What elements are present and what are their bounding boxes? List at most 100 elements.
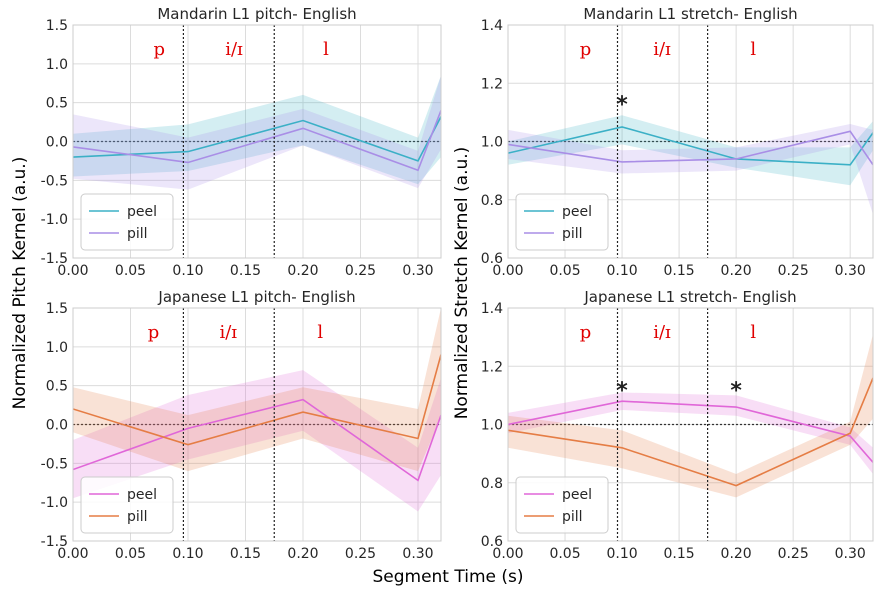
- x-axis-label: Segment Time (s): [372, 567, 523, 587]
- y-tick-label: 0.6: [481, 534, 503, 550]
- series-line-peel: [73, 116, 441, 162]
- panel-title: Japanese L1 pitch- English: [157, 288, 355, 306]
- x-tick-label: 0.15: [664, 263, 695, 279]
- x-tick-label: 0.20: [721, 263, 752, 279]
- right-y-axis-label: Normalized Stretch Kernel (a.u.): [452, 147, 472, 420]
- y-tick-label: 0.6: [481, 251, 503, 267]
- y-tick-label: -1.5: [41, 251, 68, 267]
- panel-1: p i/ɪ l 0.00 0.05 0.10 0.15 0.20 0.25 0.30 -1.5 -1.…: [41, 5, 442, 279]
- y-tick-label: -0.5: [41, 173, 68, 189]
- y-tick-label: 1.5: [46, 301, 68, 317]
- segment-label: l: [317, 322, 323, 343]
- y-tick-label: -0.5: [41, 456, 68, 472]
- x-tick-label: 0.30: [835, 263, 866, 279]
- series-line-pill: [73, 110, 441, 172]
- panel-title: Japanese L1 stretch- English: [583, 288, 796, 306]
- plot-frame: [507, 24, 874, 259]
- x-tick-label: 0.00: [492, 263, 523, 279]
- plot-frame: [72, 24, 442, 259]
- x-tick-label: 0.05: [115, 546, 146, 562]
- y-tick-label: 1.4: [481, 18, 503, 34]
- legend-box: [80, 193, 174, 251]
- segment-label: l: [750, 322, 756, 343]
- x-tick-label: 0.25: [345, 546, 376, 562]
- x-tick-label: 0.05: [549, 546, 580, 562]
- series-line-pill: [508, 130, 873, 166]
- confidence-band-peel: [73, 75, 441, 185]
- plot-area: [73, 308, 441, 512]
- x-tick-label: 0.00: [492, 546, 523, 562]
- y-tick-label: 1.0: [481, 135, 503, 151]
- y-tick-label: -1.5: [41, 534, 68, 550]
- x-tick-label: 0.10: [172, 263, 203, 279]
- confidence-band-pill: [508, 124, 873, 215]
- segment-label: p: [580, 322, 592, 343]
- legend-label-pill: pill: [127, 509, 148, 525]
- x-tick-label: 0.30: [835, 546, 866, 562]
- panel-2: p i/ɪ l * 0.00 0.05 0.10 0.15 0.20 0.25 0.30 0.6 0.8…: [481, 5, 874, 279]
- y-tick-label: 1.4: [481, 301, 503, 317]
- series-line-pill: [508, 377, 873, 487]
- x-tick-label: 0.00: [57, 263, 88, 279]
- x-tick-label: 0.20: [287, 263, 318, 279]
- y-tick-label: 1.2: [481, 76, 503, 92]
- x-tick-label: 0.30: [402, 263, 433, 279]
- legend-box: [515, 193, 609, 251]
- y-tick-label: -1.0: [41, 212, 68, 228]
- legend-label-pill: pill: [562, 509, 583, 525]
- significance-marker: *: [730, 379, 742, 404]
- panel-4: p i/ɪ l * * 0.00 0.05 0.10 0.15 0.20 0.25 0.30 0.6 0.…: [481, 288, 874, 562]
- segment-label: i/ɪ: [653, 39, 671, 60]
- segment-label: i/ɪ: [225, 39, 243, 60]
- segment-label: l: [323, 39, 329, 60]
- confidence-band-pill: [508, 334, 873, 498]
- y-tick-label: 1.2: [481, 359, 503, 375]
- x-tick-label: 0.10: [606, 546, 637, 562]
- x-tick-label: 0.20: [721, 546, 752, 562]
- y-tick-label: 0.8: [481, 476, 503, 492]
- segment-label: p: [148, 322, 160, 343]
- y-tick-label: 0.0: [46, 418, 68, 434]
- x-tick-label: 0.15: [664, 546, 695, 562]
- y-tick-label: 0.0: [46, 135, 68, 151]
- series-line-pill: [73, 354, 441, 446]
- legend-label-peel: peel: [127, 487, 157, 503]
- panel-title: Mandarin L1 pitch- English: [157, 5, 356, 23]
- segment-label: l: [750, 39, 756, 60]
- y-tick-label: 1.0: [46, 340, 68, 356]
- significance-marker: *: [616, 379, 628, 404]
- plot-area: [508, 115, 873, 215]
- legend-label-peel: peel: [127, 204, 157, 220]
- x-tick-label: 0.15: [230, 546, 261, 562]
- x-tick-label: 0.00: [57, 546, 88, 562]
- legend-label-peel: peel: [562, 487, 592, 503]
- x-tick-label: 0.25: [778, 263, 809, 279]
- y-tick-label: 1.5: [46, 18, 68, 34]
- plot-frame: [72, 307, 442, 542]
- x-tick-label: 0.25: [345, 263, 376, 279]
- segment-label: p: [153, 39, 165, 60]
- series-line-peel: [508, 400, 873, 463]
- legend-label-peel: peel: [562, 204, 592, 220]
- x-tick-label: 0.05: [549, 263, 580, 279]
- confidence-band-peel: [508, 392, 873, 475]
- series-line-peel: [73, 398, 441, 482]
- x-tick-label: 0.15: [230, 263, 261, 279]
- segment-label: i/ɪ: [653, 322, 671, 343]
- legend-box: [515, 476, 609, 534]
- y-tick-label: -1.0: [41, 495, 68, 511]
- panel-3: p i/ɪ l 0.00 0.05 0.10 0.15 0.20 0.25 0.30 -1.5 -1.…: [41, 288, 442, 562]
- x-tick-label: 0.30: [402, 546, 433, 562]
- segment-label: p: [580, 39, 592, 60]
- y-tick-label: 0.5: [46, 96, 68, 112]
- panel-title: Mandarin L1 stretch- English: [583, 5, 797, 23]
- y-tick-label: 0.8: [481, 193, 503, 209]
- legend-label-pill: pill: [127, 226, 148, 242]
- y-tick-label: 1.0: [481, 418, 503, 434]
- x-tick-label: 0.05: [115, 263, 146, 279]
- confidence-band-peel: [73, 370, 441, 512]
- x-tick-label: 0.10: [606, 263, 637, 279]
- confidence-band-pill: [73, 308, 441, 472]
- x-tick-label: 0.10: [172, 546, 203, 562]
- x-tick-label: 0.20: [287, 546, 318, 562]
